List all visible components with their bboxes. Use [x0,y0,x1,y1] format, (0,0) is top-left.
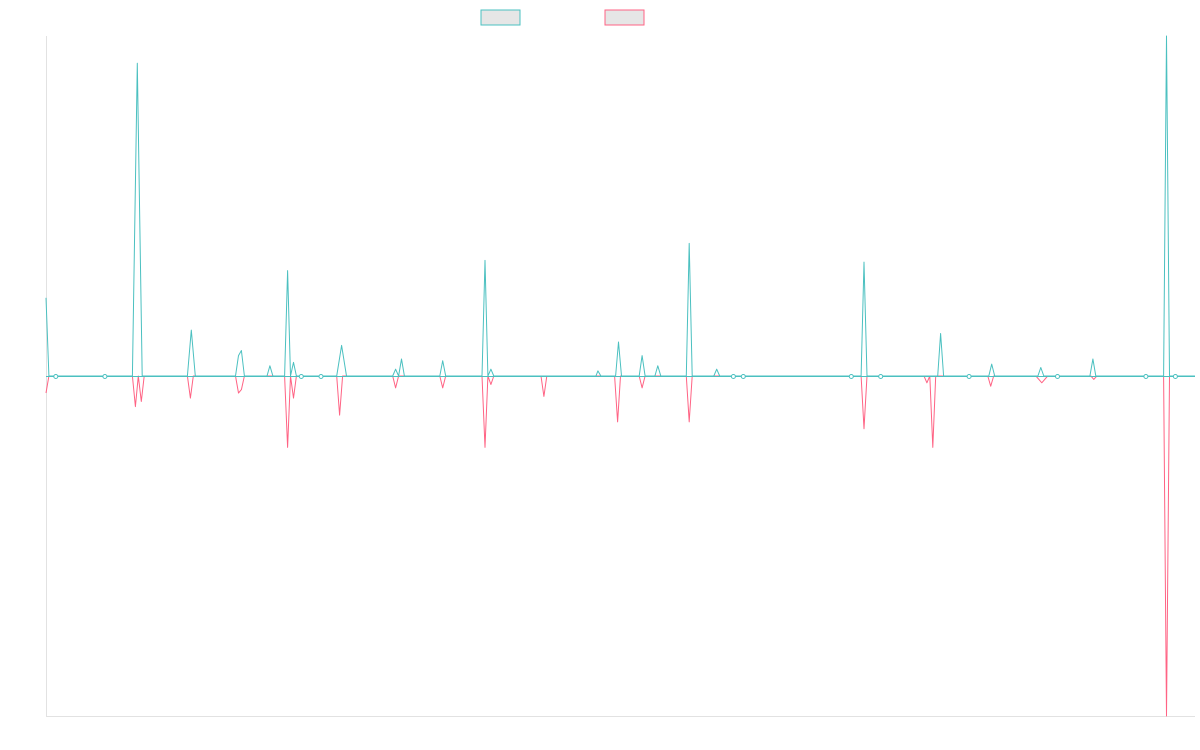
series-line-a [45,35,1195,377]
data-point-marker[interactable] [1055,374,1060,379]
legend[interactable] [480,9,645,26]
data-point-marker[interactable] [740,374,746,379]
data-point-marker[interactable] [730,374,736,379]
data-point-marker[interactable] [966,374,972,379]
legend-swatch-series-a[interactable] [480,9,521,26]
data-point-marker[interactable] [1172,374,1178,379]
data-point-marker[interactable] [848,374,854,379]
data-point-marker[interactable] [318,374,324,379]
plot-area [45,35,1195,717]
data-point-marker[interactable] [1143,374,1149,379]
data-point-marker[interactable] [298,374,304,379]
legend-swatch-series-b[interactable] [604,9,645,26]
data-point-marker[interactable] [102,374,108,379]
series-line-b [45,375,1195,717]
data-point-marker[interactable] [53,374,59,379]
data-point-marker[interactable] [878,374,884,379]
